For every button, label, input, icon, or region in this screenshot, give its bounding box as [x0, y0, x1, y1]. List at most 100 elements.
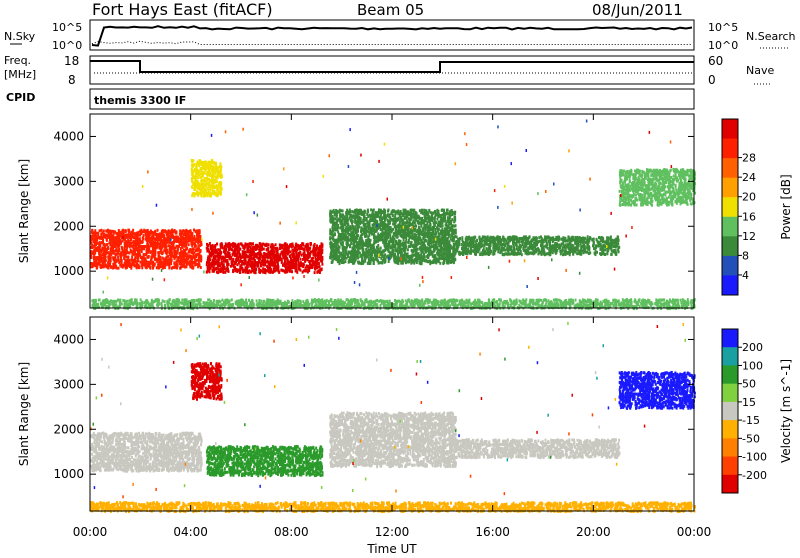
power-cell: [266, 249, 268, 252]
power-cell: [201, 167, 203, 170]
power-cell: [159, 233, 161, 236]
power-cell: [407, 248, 409, 251]
power-cell: [128, 244, 130, 247]
power-cell: [112, 243, 114, 246]
power-cell: [199, 159, 201, 162]
power-cell: [150, 243, 152, 246]
power-cell: [410, 218, 412, 221]
power-cell: [190, 264, 192, 267]
power-cell: [94, 240, 96, 243]
power-cell: [201, 195, 203, 198]
power-cell: [184, 259, 186, 262]
power-cell: [398, 218, 400, 221]
power-cell: [130, 231, 132, 234]
power-cell: [131, 234, 133, 237]
power-cell: [116, 248, 118, 251]
power-cell: [293, 247, 295, 250]
power-cell: [118, 244, 120, 247]
power-cell: [211, 170, 213, 173]
power-cell: [152, 239, 154, 242]
power-cell: [192, 159, 194, 162]
power-cell: [147, 250, 149, 253]
power-cell: [248, 245, 250, 248]
power-cell: [197, 248, 199, 251]
power-cell: [418, 242, 420, 245]
power-feature: [90, 229, 203, 270]
power-cell: [284, 243, 286, 246]
power-cell: [189, 256, 191, 259]
power-cell: [172, 266, 174, 269]
power-cell: [222, 256, 224, 259]
power-cell: [260, 264, 262, 267]
power-cell: [152, 267, 154, 270]
power-cell: [136, 237, 138, 240]
power-cell: [198, 256, 200, 259]
power-cell: [387, 214, 389, 217]
power-cell: [263, 270, 265, 273]
power-cell: [134, 263, 136, 266]
power-cell: [168, 266, 170, 269]
power-cell: [131, 256, 133, 259]
power-cell: [237, 245, 239, 248]
power-cell: [130, 259, 132, 262]
power-cell: [210, 245, 212, 248]
power-cell: [409, 231, 411, 234]
power-cell: [126, 251, 128, 254]
power-cell: [317, 248, 319, 251]
freq-trace: [90, 61, 694, 72]
power-cell: [92, 238, 94, 241]
power-cell: [445, 251, 447, 254]
power-cell: [200, 266, 202, 269]
power-cell: [185, 265, 187, 268]
power-cell: [276, 250, 278, 253]
power-cell: [94, 264, 96, 267]
nsky-trace: [92, 26, 692, 45]
power-cell: [211, 248, 213, 251]
power-cell: [283, 263, 285, 266]
power-cell: [360, 217, 362, 220]
power-cell: [256, 244, 258, 247]
power-cell: [433, 217, 435, 220]
power-cell: [199, 263, 201, 266]
power-cell: [308, 260, 310, 263]
power-cell: [128, 229, 130, 232]
power-cell: [303, 252, 305, 255]
power-cell: [112, 236, 114, 239]
power-cell: [163, 238, 165, 241]
power-cell: [95, 243, 97, 246]
power-cell: [204, 190, 206, 193]
power-cell: [159, 246, 161, 249]
power-cell: [451, 211, 453, 214]
power-cell: [270, 259, 272, 262]
power-cell: [248, 256, 250, 259]
power-cell: [138, 256, 140, 259]
power-cell: [217, 185, 219, 188]
power-cell: [286, 263, 288, 266]
power-cell: [334, 257, 336, 260]
power-cell: [246, 248, 248, 251]
power-cell: [402, 256, 404, 259]
power-cell: [194, 236, 196, 239]
power-cell: [180, 236, 182, 239]
power-cell: [191, 244, 193, 247]
power-cell: [258, 261, 260, 264]
power-cell: [249, 250, 251, 253]
power-cell: [418, 233, 420, 236]
power-cell: [318, 257, 320, 260]
power-cell: [219, 168, 221, 171]
power-cell: [112, 263, 114, 266]
cpid-panel: CPID themis 3300 IF: [6, 89, 694, 109]
nsky-label: N.Sky: [4, 30, 36, 43]
power-cell: [132, 262, 134, 265]
power-cell: [100, 242, 102, 245]
power-cell: [365, 235, 367, 238]
power-cell: [275, 243, 277, 246]
power-cell: [212, 190, 214, 193]
beam-title: Beam 05: [357, 1, 424, 19]
power-cell: [90, 265, 92, 268]
power-cell: [227, 255, 229, 258]
power-cell: [330, 257, 332, 260]
power-cell: [405, 225, 407, 228]
power-cell: [115, 238, 117, 241]
power-cell: [411, 254, 413, 257]
